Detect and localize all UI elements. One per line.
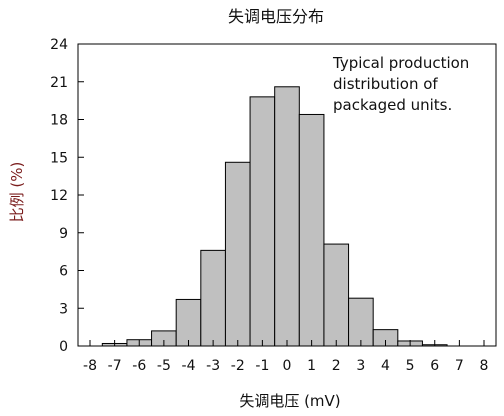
x-tick-label: 1 xyxy=(307,358,316,374)
annotation-line: distribution of xyxy=(333,75,438,93)
histogram-bar xyxy=(249,96,276,347)
y-tick-label: 21 xyxy=(50,75,68,91)
y-tick-label: 0 xyxy=(59,339,68,355)
x-tick-label: 3 xyxy=(356,358,365,374)
histogram-bar xyxy=(224,161,251,347)
x-tick-label: 0 xyxy=(283,358,292,374)
x-tick-label: -7 xyxy=(108,358,122,374)
y-axis-label: 比例 (%) xyxy=(8,162,26,223)
x-tick-label: -6 xyxy=(132,358,146,374)
histogram-bar xyxy=(298,113,325,347)
x-tick-label: 8 xyxy=(480,358,489,374)
x-tick-label: 5 xyxy=(406,358,415,374)
y-tick-label: 6 xyxy=(59,264,68,280)
y-tick-label: 9 xyxy=(59,226,68,242)
x-tick-label: -2 xyxy=(231,358,245,374)
y-tick-label: 24 xyxy=(50,37,68,53)
x-tick-label: 4 xyxy=(381,358,390,374)
x-tick-label: -3 xyxy=(206,358,220,374)
x-tick-label: -8 xyxy=(83,358,97,374)
x-tick-label: 6 xyxy=(430,358,439,374)
histogram-bar xyxy=(323,243,350,347)
chart-title: 失调电压分布 xyxy=(228,7,324,26)
x-tick-label: -1 xyxy=(255,358,269,374)
y-tick-label: 15 xyxy=(50,150,68,166)
y-tick-label: 3 xyxy=(59,301,68,317)
histogram-bar xyxy=(200,249,226,347)
histogram-bar xyxy=(175,298,202,347)
x-axis-label: 失调电压 (mV) xyxy=(239,392,340,410)
x-tick-label: -4 xyxy=(182,358,196,374)
x-tick-label: 2 xyxy=(332,358,341,374)
x-tick-label: -5 xyxy=(157,358,171,374)
y-tick-label: 18 xyxy=(50,113,68,129)
x-tick-label: 7 xyxy=(455,358,464,374)
annotation-text: Typical production distribution of package… xyxy=(332,54,469,114)
y-tick-label: 12 xyxy=(50,188,68,204)
annotation-line: packaged units. xyxy=(333,96,452,114)
histogram-bar xyxy=(348,297,374,347)
histogram-bar xyxy=(274,86,300,347)
annotation-line: Typical production xyxy=(332,54,469,72)
